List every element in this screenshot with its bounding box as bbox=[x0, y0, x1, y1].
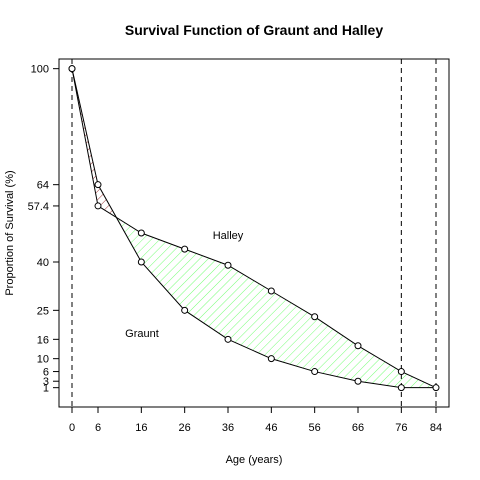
y-tick-label-16: 16 bbox=[37, 334, 49, 346]
y-tick-label-57.4: 57.4 bbox=[28, 201, 49, 213]
fill-region-halley-higher bbox=[228, 265, 272, 359]
point-halley-46 bbox=[267, 287, 275, 295]
point-halley-0 bbox=[68, 65, 76, 73]
y-tick-label-64: 64 bbox=[37, 180, 49, 192]
x-tick-label-66: 66 bbox=[352, 422, 364, 434]
point-graunt-16 bbox=[137, 258, 145, 266]
series-label-halley: Halley bbox=[213, 230, 244, 242]
x-tick-label-36: 36 bbox=[222, 422, 234, 434]
x-tick-label-84: 84 bbox=[430, 422, 442, 434]
point-halley-26 bbox=[181, 245, 189, 253]
fill-region-halley-higher bbox=[141, 233, 185, 311]
fill-layer bbox=[72, 68, 436, 388]
series-label-graunt: Graunt bbox=[125, 328, 159, 340]
y-tick-label-40: 40 bbox=[37, 257, 49, 269]
y-axis-label: Proportion of Survival (%) bbox=[4, 170, 16, 295]
chart-title: Survival Function of Graunt and Halley bbox=[125, 22, 383, 38]
plot-frame bbox=[58, 58, 450, 408]
point-graunt-26 bbox=[181, 306, 189, 314]
x-tick-label-0: 0 bbox=[69, 422, 75, 434]
y-tick-label-1: 1 bbox=[43, 383, 49, 395]
y-tick-label-100: 100 bbox=[31, 64, 49, 76]
point-halley-6 bbox=[94, 202, 102, 210]
x-tick-label-56: 56 bbox=[309, 422, 321, 434]
series-line-halley bbox=[71, 68, 437, 389]
x-tick-label-6: 6 bbox=[95, 422, 101, 434]
x-tick-label-16: 16 bbox=[135, 422, 147, 434]
x-axis-label: Age (years) bbox=[226, 454, 283, 466]
series-line-graunt bbox=[71, 68, 436, 389]
point-halley-16 bbox=[137, 229, 145, 237]
x-tick-label-26: 26 bbox=[179, 422, 191, 434]
point-graunt-66 bbox=[354, 377, 362, 385]
series-lines bbox=[71, 68, 437, 389]
fill-region-halley-higher bbox=[184, 249, 228, 340]
x-tick-label-76: 76 bbox=[395, 422, 407, 434]
series-points bbox=[68, 65, 440, 392]
fill-region-halley-higher bbox=[358, 345, 402, 388]
x-axis: 0 6 16 26 36 46 56 66 76 84 bbox=[69, 406, 442, 434]
y-tick-label-6: 6 bbox=[43, 367, 49, 379]
point-graunt-76 bbox=[397, 384, 405, 392]
x-tick-label-46: 46 bbox=[265, 422, 277, 434]
point-halley-76 bbox=[397, 368, 405, 376]
reference-lines bbox=[71, 59, 437, 407]
point-graunt-56 bbox=[311, 368, 319, 376]
point-graunt-46 bbox=[267, 355, 275, 363]
point-halley-36 bbox=[224, 261, 232, 269]
point-graunt-6 bbox=[94, 181, 102, 189]
fill-region-halley-higher bbox=[314, 316, 358, 382]
point-halley-56 bbox=[311, 313, 319, 321]
point-halley-84 bbox=[432, 384, 440, 392]
point-halley-66 bbox=[354, 342, 362, 350]
y-tick-label-25: 25 bbox=[37, 305, 49, 317]
y-tick-label-3: 3 bbox=[43, 376, 49, 388]
fill-region-halley-higher bbox=[271, 291, 315, 372]
y-tick-label-10: 10 bbox=[37, 354, 49, 366]
point-graunt-36 bbox=[224, 335, 232, 343]
